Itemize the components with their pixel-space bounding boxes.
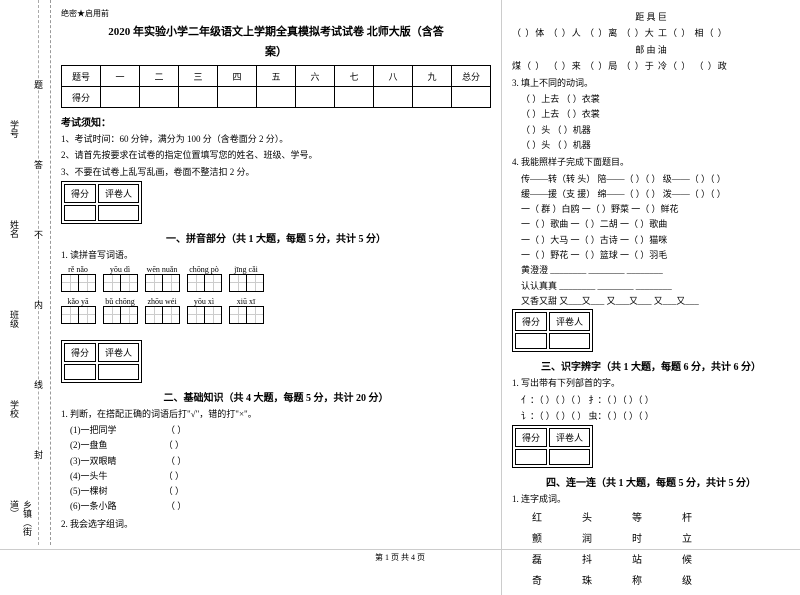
right-column: 距 具 巨 （ ）体 （ ）人 （ ）离 （ ）大 工（ ） 相（ ） 邮 由 … [502, 0, 800, 595]
q2-list: (1)一把同学 （ ） (2)一盘鱼 （ ） (3)一双眼睛 （ ） (4)一头… [61, 423, 491, 515]
bind-mark: 内 [32, 300, 45, 309]
bind-mark: 不 [32, 230, 45, 239]
q2-sub2: 2. 我会选字组词。 [61, 517, 491, 531]
bind-mark: 封 [32, 450, 45, 459]
q4-lines: 传——转（转 头） 陪——（ ）（ ） 级——（ ）（ ） 缓——援（支 援） … [512, 172, 790, 310]
q2-title: 1. 判断，在搭配正确的词语后打"√"，错的打"×"。 [61, 407, 491, 421]
scorer-box: 得分评卷人 [61, 181, 142, 224]
q3-items: （ ）上去 （ ）衣裳 （ ）上去 （ ）衣裳 （ ）头 （ ）机器 （ ）头 … [512, 92, 790, 153]
fill-line: （ ）体 （ ）人 （ ）离 （ ）大 工（ ） 相（ ） [512, 26, 790, 40]
q3-title: 3. 填上不同的动词。 [512, 76, 790, 90]
sidebar-label: 学校 [8, 400, 21, 418]
bind-mark: 题 [32, 80, 45, 89]
part3-title: 三、识字辨字（共 1 大题，每题 6 分，共计 6 分） [512, 358, 790, 373]
connect-grid: 红颤磊奇 头润抖珠 等时站称 杆立候级 [532, 509, 790, 587]
sidebar-label: 班级 [8, 310, 21, 328]
tianzi-cell[interactable] [78, 274, 96, 292]
sidebar-label: 姓名 [8, 220, 21, 238]
char-options: 距 具 巨 [512, 10, 790, 24]
notice-item: 3、不要在试卷上乱写乱画，卷面不整洁扣 2 分。 [61, 165, 491, 179]
notice-title: 考试须知： [61, 114, 491, 129]
sidebar-label: 乡镇（街道） [8, 500, 34, 545]
score-table: 题号 一 二 三 四 五 六 七 八 九 总分 得分 [61, 65, 491, 108]
pinyin-row: rě nǎo yōu dì wēn nuǎn chōng pò jīng cǎi [61, 265, 491, 295]
char-options: 邮 由 油 [512, 43, 790, 57]
binding-sidebar: 乡镇（街道） 学校 班级 姓名 学号 封 线 内 不 答 题 [0, 0, 51, 545]
q3b-title: 1. 写出带有下列部首的字。 [512, 376, 790, 390]
fill-line: 煤（ ） （ ）来 （ ）局 （ ）于 冷（ ） （ ）政 [512, 59, 790, 73]
secret-label: 绝密★启用前 [61, 8, 491, 19]
pinyin-row: kǎo yā bǔ chōng zhōu wéi yōu xì xiū xī [61, 297, 491, 327]
q3b-line: 讠：（ ）（ ）（ ） 虫：（ ）（ ）（ ） [512, 409, 790, 423]
scorer-box: 得分评卷人 [512, 309, 593, 352]
q4-title: 4. 我能照样子完成下面题目。 [512, 155, 790, 169]
tianzi-cell[interactable] [61, 274, 79, 292]
table-row: 得分 [62, 87, 491, 108]
left-column: 绝密★启用前 2020 年实验小学二年级语文上学期全真模拟考试试卷 北师大版（含… [51, 0, 502, 595]
pinyin-question: 1. 读拼音写词语。 [61, 248, 491, 262]
part1-title: 一、拼音部分（共 1 大题，每题 5 分，共计 5 分） [61, 230, 491, 245]
exam-title-1: 2020 年实验小学二年级语文上学期全真模拟考试试卷 北师大版（含答 [61, 23, 491, 39]
scorer-box: 得分评卷人 [61, 340, 142, 383]
table-row: 题号 一 二 三 四 五 六 七 八 九 总分 [62, 66, 491, 87]
page-footer: 第 1 页 共 4 页 [0, 549, 800, 563]
exam-title-2: 案） [61, 43, 491, 59]
notice-item: 2、请首先按要求在试卷的指定位置填写您的姓名、班级、学号。 [61, 148, 491, 162]
q3b-line: 亻：（ ）（ ）（ ） 扌：（ ）（ ）（ ） [512, 393, 790, 407]
scorer-box: 得分评卷人 [512, 425, 593, 468]
part4-title: 四、连一连（共 1 大题，每题 5 分，共计 5 分） [512, 474, 790, 489]
sidebar-label: 学号 [8, 120, 21, 138]
notice-item: 1、考试时间：60 分钟，满分为 100 分（含卷面分 2 分）。 [61, 132, 491, 146]
bind-mark: 答 [32, 160, 45, 169]
part2-title: 二、基础知识（共 4 大题，每题 5 分，共计 20 分） [61, 389, 491, 404]
connect-title: 1. 连字成词。 [512, 492, 790, 506]
bind-mark: 线 [32, 380, 45, 389]
